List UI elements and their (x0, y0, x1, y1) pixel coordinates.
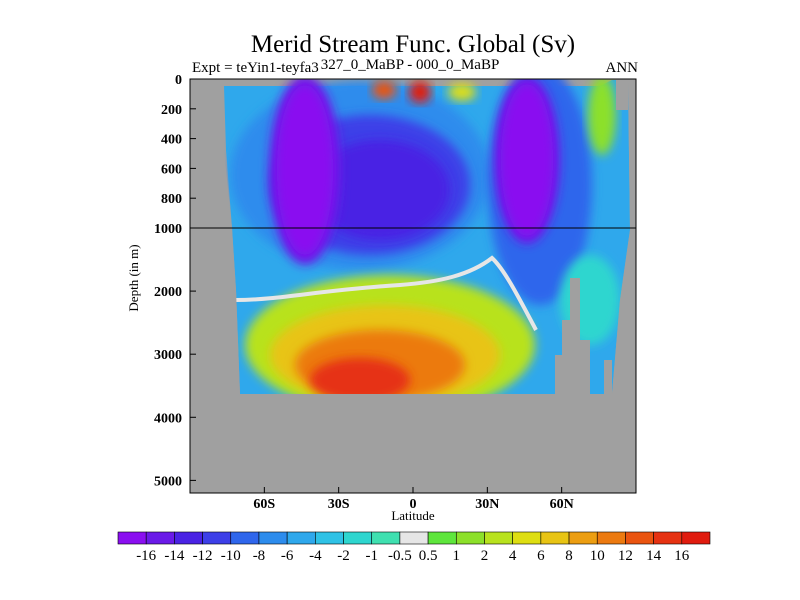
colorbar-label: 2 (481, 548, 489, 564)
colorbar-cell (286, 531, 316, 545)
colorbar-label: 10 (590, 548, 605, 564)
y-tick-label: 800 (161, 192, 182, 207)
land-antarctica (190, 79, 240, 394)
colorbar-label: 6 (537, 548, 545, 564)
colorbar-cell (230, 531, 260, 545)
y-tick-label: 600 (161, 162, 182, 177)
northern-cell-core (501, 84, 553, 236)
y-tick-label: 400 (161, 133, 182, 148)
colorbar-label: -14 (164, 548, 184, 564)
period-label: 327_0_MaBP - 000_0_MaBP (321, 57, 500, 73)
colorbar-cell (117, 531, 147, 545)
colorbar-cell (596, 531, 626, 545)
land-north-ridge (604, 360, 612, 394)
x-tick-label: 30S (328, 497, 350, 512)
colorbar-label: -10 (221, 548, 241, 564)
y-axis: 0 200 400 600 800 1000 2000 3000 4000 5000 (154, 73, 196, 489)
colorbar-cell (343, 531, 373, 545)
colorbar-label: -4 (309, 548, 322, 564)
y-tick-label: 200 (161, 103, 182, 118)
southern-negative-core (310, 140, 450, 240)
zero-contour (235, 255, 538, 331)
ocean-field (224, 79, 630, 415)
y-tick-label: 2000 (154, 285, 182, 300)
colorbar-label: 0.5 (419, 548, 438, 564)
surface-positive-a (372, 81, 396, 99)
colorbar-cell (258, 531, 288, 545)
season-label: ANN (606, 60, 639, 76)
x-axis: 60S 30S 0 30N 60N (253, 487, 574, 512)
colorbar-cell (371, 531, 401, 545)
colorbar-cell (399, 531, 429, 545)
colorbar-cell (512, 531, 542, 545)
land-ridges (555, 278, 590, 394)
x-tick-label: 60S (253, 497, 275, 512)
colorbar-cell (625, 531, 654, 545)
colorbar-label: -8 (253, 548, 266, 564)
colorbar-label: 12 (618, 548, 633, 564)
experiment-label: Expt = teYin1-teyfa3 (192, 60, 319, 76)
colorbar-cell (145, 531, 175, 545)
colorbar-cell (568, 531, 598, 545)
surface-positive-b (409, 81, 431, 103)
colorbar-label: -16 (136, 548, 156, 564)
y-axis-label: Depth (in m) (126, 244, 141, 311)
colorbar-label: 16 (674, 548, 690, 564)
plot-area (190, 79, 636, 493)
colorbar-label: 1 (453, 548, 461, 564)
surface-positive-c (448, 83, 476, 101)
y-tick-label: 1000 (154, 222, 182, 237)
y-tick-label: 5000 (154, 474, 182, 489)
colorbar-cell (455, 531, 485, 545)
deep-positive-core (310, 358, 410, 402)
land-arctic (612, 79, 636, 493)
colorbar-label: -1 (365, 548, 378, 564)
y-tick-label: 0 (175, 73, 182, 88)
x-tick-label: 30N (475, 497, 499, 512)
colorbar-label: -2 (337, 548, 350, 564)
colorbar-label: -0.5 (388, 548, 412, 564)
y-tick-label: 3000 (154, 348, 182, 363)
colorbar-cell (315, 531, 344, 545)
x-tick-label: 60N (550, 497, 574, 512)
colorbar-cell (427, 531, 457, 545)
land-north-surface (616, 79, 628, 110)
y-tick-label: 4000 (154, 411, 182, 426)
x-tick-label: 0 (410, 497, 417, 512)
chart-title: Merid Stream Func. Global (Sv) (251, 31, 575, 58)
land-seafloor (190, 394, 636, 493)
colorbar-label: 14 (646, 548, 662, 564)
colorbar-cell (174, 531, 203, 545)
colorbar: -16 -14 -12 -10 -8 -6 -4 -2 -1 -0.5 0.5 1 2 4 6 8 10 12 14… (117, 531, 711, 564)
land-overlay (190, 79, 636, 493)
colorbar-cell (681, 531, 711, 545)
colorbar-cell (484, 531, 513, 545)
colorbar-cell (653, 531, 683, 545)
colorbar-cell (202, 531, 232, 545)
colorbar-label: 8 (565, 548, 573, 564)
southern-cell-core (277, 85, 333, 255)
colorbar-label: 4 (509, 548, 517, 564)
x-axis-label: Latitude (391, 508, 435, 523)
colorbar-label: -12 (193, 548, 213, 564)
colorbar-label: -6 (281, 548, 294, 564)
north-surface-green (588, 79, 616, 155)
colorbar-cell (540, 531, 570, 545)
